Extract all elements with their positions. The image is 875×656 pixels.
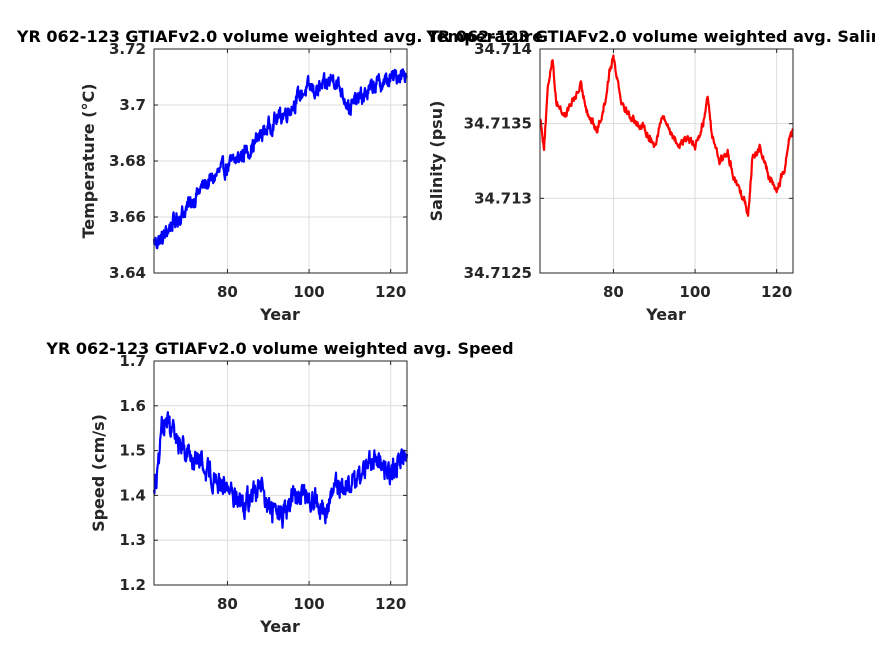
speed-ytick-label: 1.7 xyxy=(119,352,146,370)
speed-xtick-label: 80 xyxy=(217,595,238,613)
speed-axes-frame xyxy=(153,360,408,586)
salinity-axes-frame xyxy=(539,48,794,274)
salinity-xtick-label: 100 xyxy=(679,283,710,301)
salinity-xlabel: Year xyxy=(645,305,686,324)
speed-title: YR 062-123 GTIAFv2.0 volume weighted avg… xyxy=(45,339,513,358)
temperature-ytick-label: 3.68 xyxy=(109,152,146,170)
speed-ytick-label: 1.6 xyxy=(119,397,146,415)
salinity-panel: 80 100 120 34.7125 34.713 34.7135 34.714 xyxy=(464,40,794,301)
salinity-ytick-label: 34.714 xyxy=(474,40,532,58)
temperature-series-line xyxy=(152,68,409,250)
speed-panel: 80 100 120 1.2 1.3 1.4 1.5 1.6 1.7 xyxy=(119,352,409,613)
salinity-xtick-label: 80 xyxy=(603,283,624,301)
speed-xtick-label: 120 xyxy=(375,595,406,613)
salinity-ytick-label: 34.7125 xyxy=(464,264,532,282)
speed-ylabel: Speed (cm/s) xyxy=(89,414,108,532)
salinity-series-line xyxy=(539,54,794,217)
salinity-xtick-label: 120 xyxy=(761,283,792,301)
speed-series-line xyxy=(152,411,409,529)
temperature-xtick-label: 80 xyxy=(217,283,238,301)
temperature-title: YR 062-123 GTIAFv2.0 volume weighted avg… xyxy=(16,27,543,46)
salinity-title: YR 062-123 GTIAFv2.0 volume weighted avg… xyxy=(425,27,875,46)
temperature-panel: 80 100 120 3.64 3.66 3.68 3.7 3.72 xyxy=(109,40,409,301)
temperature-xlabel: Year xyxy=(259,305,300,324)
temperature-ytick-label: 3.64 xyxy=(109,264,146,282)
temperature-xtick-label: 120 xyxy=(375,283,406,301)
salinity-ylabel: Salinity (psu) xyxy=(427,101,446,222)
temperature-ylabel: Temperature (°C) xyxy=(79,83,98,238)
salinity-plot-area xyxy=(540,49,793,273)
speed-ytick-label: 1.2 xyxy=(119,576,146,594)
temperature-xtick-label: 100 xyxy=(293,283,324,301)
speed-xtick-label: 100 xyxy=(293,595,324,613)
temperature-ytick-label: 3.7 xyxy=(119,96,146,114)
speed-ytick-label: 1.4 xyxy=(119,486,146,504)
speed-ytick-label: 1.5 xyxy=(119,442,146,460)
temperature-ytick-label: 3.72 xyxy=(109,40,146,58)
temperature-ytick-label: 3.66 xyxy=(109,208,146,226)
speed-xlabel: Year xyxy=(259,617,300,636)
salinity-ytick-label: 34.713 xyxy=(474,189,532,207)
salinity-ytick-label: 34.7135 xyxy=(464,115,532,133)
speed-plot-area xyxy=(154,361,407,585)
speed-ytick-label: 1.3 xyxy=(119,531,146,549)
